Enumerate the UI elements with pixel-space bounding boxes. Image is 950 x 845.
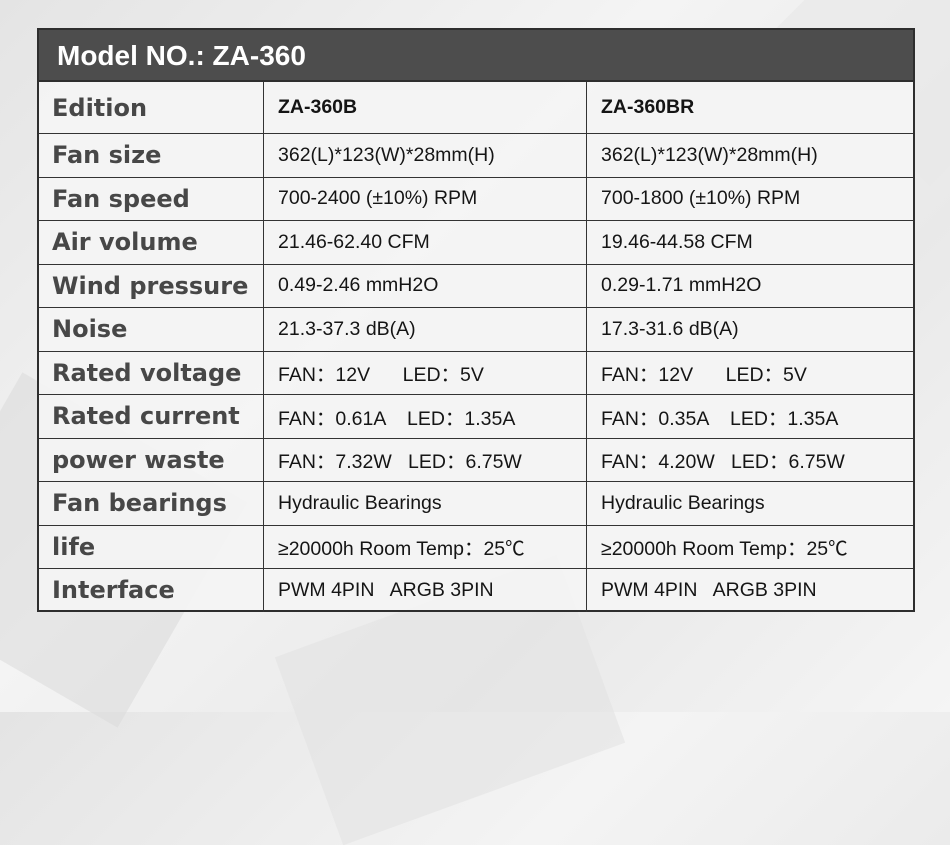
za-360b-value: FAN：7.32W LED：6.75W xyxy=(263,437,587,482)
table-row: Noise 21.3-37.3 dB(A) 17.3-31.6 dB(A) xyxy=(39,307,913,352)
za-360b-value: ZA-360B xyxy=(263,82,587,134)
table-row: Air volume 21.46-62.40 CFM 19.46-44.58 CFM xyxy=(39,220,913,265)
spec-table: Edition ZA-360B ZA-360BR Fan size 362(L)*123… xyxy=(39,82,913,612)
za-360br-value: 0.29-1.71 mmH2O xyxy=(586,263,913,308)
row-label: Fan size xyxy=(39,133,264,178)
row-label: Fan bearings xyxy=(39,481,264,526)
za-360br-value: 19.46-44.58 CFM xyxy=(586,220,913,265)
row-label: Noise xyxy=(39,307,264,352)
table-row: life ≥20000h Room Temp：25℃ ≥20000h Room Te… xyxy=(39,524,913,569)
row-label: power waste xyxy=(39,437,264,482)
za-360br-value: ≥20000h Room Temp：25℃ xyxy=(586,524,913,569)
spec-table-container: Model NO.: ZA-360 Edition ZA-360B ZA-360BR… xyxy=(37,28,915,612)
table-row: Rated voltage FAN：12V LED：5V FAN：12V LED：5… xyxy=(39,350,913,395)
za-360br-value: FAN：4.20W LED：6.75W xyxy=(586,437,913,482)
za-360br-value: Hydraulic Bearings xyxy=(586,481,913,526)
za-360b-value: FAN：0.61A LED：1.35A xyxy=(263,394,587,439)
table-row: power waste FAN：7.32W LED：6.75W FAN：4.20W … xyxy=(39,437,913,482)
row-label: Fan speed xyxy=(39,176,264,221)
table-row: Fan size 362(L)*123(W)*28mm(H) 362(L)*123(… xyxy=(39,133,913,178)
za-360b-value: FAN：12V LED：5V xyxy=(263,350,587,395)
model-title: Model NO.: ZA-360 xyxy=(39,30,913,82)
table-row: Rated current FAN：0.61A LED：1.35A FAN：0.35… xyxy=(39,394,913,439)
row-label: Interface xyxy=(39,568,264,612)
za-360b-value: 700-2400 (±10%) RPM xyxy=(263,176,587,221)
za-360br-value: PWM 4PIN ARGB 3PIN xyxy=(586,568,913,612)
za-360b-value: ≥20000h Room Temp：25℃ xyxy=(263,524,587,569)
za-360br-value: 362(L)*123(W)*28mm(H) xyxy=(586,133,913,178)
za-360br-value: 700-1800 (±10%) RPM xyxy=(586,176,913,221)
za-360b-value: 0.49-2.46 mmH2O xyxy=(263,263,587,308)
row-label: Rated voltage xyxy=(39,350,264,395)
table-row: Fan speed 700-2400 (±10%) RPM 700-1800 (±1… xyxy=(39,176,913,221)
za-360b-value: 21.3-37.3 dB(A) xyxy=(263,307,587,352)
row-label: Air volume xyxy=(39,220,264,265)
za-360b-value: Hydraulic Bearings xyxy=(263,481,587,526)
row-label: Wind pressure xyxy=(39,263,264,308)
za-360b-value: PWM 4PIN ARGB 3PIN xyxy=(263,568,587,612)
za-360b-value: 21.46-62.40 CFM xyxy=(263,220,587,265)
row-label: Edition xyxy=(39,82,264,134)
table-row: Fan bearings Hydraulic Bearings Hydraulic … xyxy=(39,481,913,526)
za-360br-value: FAN：0.35A LED：1.35A xyxy=(586,394,913,439)
table-row: Interface PWM 4PIN ARGB 3PIN PWM 4PIN ARGB… xyxy=(39,568,913,612)
table-row: Wind pressure 0.49-2.46 mmH2O 0.29-1.71 mm… xyxy=(39,263,913,308)
table-row: Edition ZA-360B ZA-360BR xyxy=(39,82,913,134)
za-360b-value: 362(L)*123(W)*28mm(H) xyxy=(263,133,587,178)
row-label: life xyxy=(39,524,264,569)
row-label: Rated current xyxy=(39,394,264,439)
za-360br-value: FAN：12V LED：5V xyxy=(586,350,913,395)
za-360br-value: ZA-360BR xyxy=(586,82,913,134)
za-360br-value: 17.3-31.6 dB(A) xyxy=(586,307,913,352)
